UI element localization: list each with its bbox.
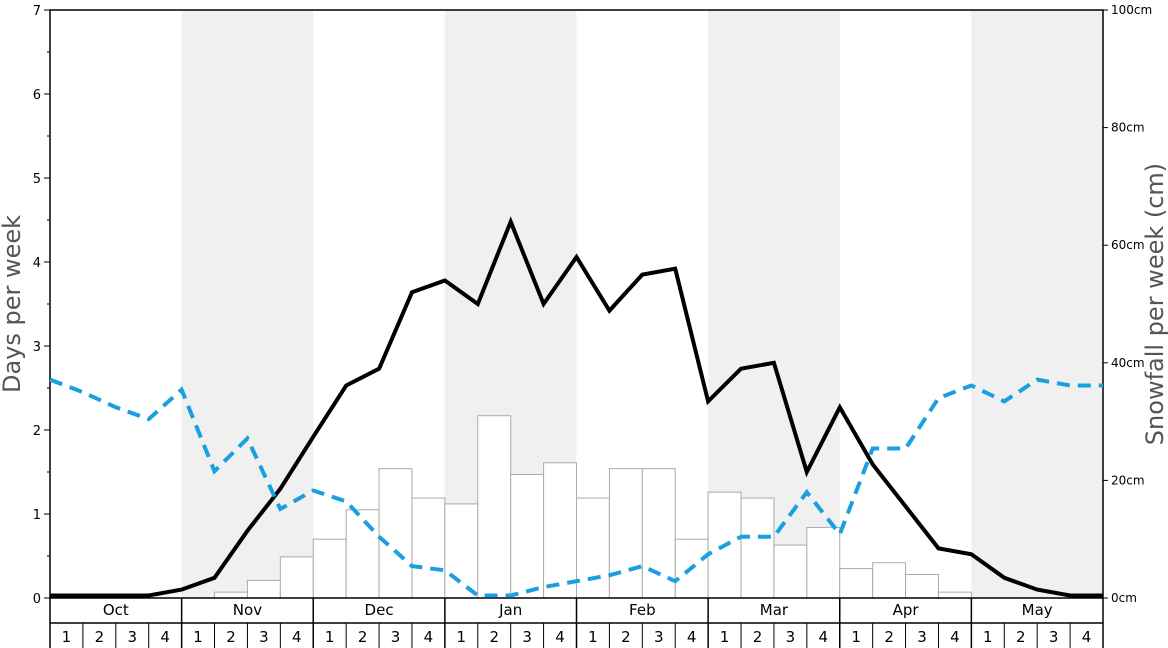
snowfall-bar: [806, 526, 841, 599]
month-label: May: [1022, 601, 1053, 619]
month-label: Mar: [760, 601, 789, 619]
week-label: 3: [127, 628, 137, 646]
month-label: Nov: [233, 601, 262, 619]
month-label: Apr: [893, 601, 920, 619]
series-lines: [49, 216, 1103, 598]
week-label: 1: [720, 628, 730, 646]
week-label: 3: [654, 628, 664, 646]
snowfall-bar: [214, 591, 248, 599]
week-label: 3: [917, 628, 927, 646]
week-label: 1: [193, 628, 203, 646]
week-label: 2: [884, 628, 894, 646]
week-label: 2: [1016, 628, 1026, 646]
week-label: 3: [259, 628, 269, 646]
left-tick-label: 6: [33, 88, 41, 103]
week-label: 1: [983, 628, 993, 646]
right-tick-label: 0cm: [1111, 591, 1137, 605]
snowfall-bar: [378, 468, 413, 599]
week-label: 1: [457, 628, 467, 646]
week-label: 3: [522, 628, 532, 646]
snowfall-bar: [872, 562, 907, 599]
right-axis-title: Snowfall per week (cm): [1141, 163, 1168, 445]
snowfall-bar: [312, 538, 347, 599]
month-label: Oct: [103, 601, 129, 619]
right-tick-label: 100cm: [1111, 3, 1152, 17]
left-tick-label: 2: [33, 424, 41, 439]
snowfall-bar: [937, 591, 972, 599]
snowfall-bars: [214, 415, 972, 599]
left-tick-label: 4: [33, 256, 41, 271]
week-label: 2: [95, 628, 105, 646]
snowfall-bar: [345, 509, 380, 599]
week-label: 3: [786, 628, 796, 646]
week-label: 2: [489, 628, 499, 646]
week-axis: 1 2 3 4 1 2 3 4 1 2 3 4 1 2 3 4 1 2 3 4 1 2 3 4 1 2 3 4 1 2 3 4: [62, 623, 1092, 648]
right-axis: 0cm 20cm 40cm 60cm 80cm 100cm: [1103, 3, 1152, 605]
snowfall-bar: [510, 474, 545, 599]
snowfall-bar: [839, 568, 874, 599]
left-tick-label: 7: [33, 4, 41, 19]
week-label: 2: [621, 628, 631, 646]
week-label: 2: [226, 628, 236, 646]
left-tick-label: 5: [33, 172, 41, 187]
snowfall-bar: [608, 468, 643, 599]
month-label: Dec: [365, 601, 394, 619]
month-label: Feb: [629, 601, 656, 619]
week-label: 4: [160, 628, 170, 646]
right-tick-label: 60cm: [1111, 238, 1145, 252]
week-label: 4: [819, 628, 829, 646]
left-axis-title: Days per week: [0, 215, 26, 393]
week-label: 4: [292, 628, 302, 646]
week-label: 1: [325, 628, 335, 646]
series-line-dashed: [49, 377, 1103, 598]
right-tick-label: 40cm: [1111, 356, 1145, 370]
snowfall-bar: [773, 544, 808, 599]
right-tick-label: 20cm: [1111, 473, 1145, 487]
week-label: 4: [424, 628, 434, 646]
left-tick-label: 3: [33, 340, 41, 355]
snowfall-bar: [576, 497, 610, 599]
month-shade-nov: [181, 10, 314, 598]
left-axis: 0 1 2 3 4 5 6 7: [33, 4, 50, 607]
left-tick-label: 0: [33, 592, 41, 607]
week-label: 1: [588, 628, 598, 646]
week-label: 3: [391, 628, 401, 646]
snowfall-bar: [444, 503, 479, 599]
right-tick-label: 80cm: [1111, 121, 1145, 135]
month-axis: Oct Nov Dec Jan Feb Mar Apr May: [49, 598, 1104, 648]
month-shading: [181, 10, 1103, 598]
week-label: 4: [555, 628, 565, 646]
week-label: 4: [950, 628, 960, 646]
snowfall-bar: [246, 579, 281, 599]
snowfall-bar: [905, 573, 939, 599]
week-label: 4: [687, 628, 697, 646]
snowfall-bar: [477, 415, 512, 599]
week-label: 2: [753, 628, 763, 646]
week-label: 3: [1049, 628, 1059, 646]
week-label: 1: [62, 628, 72, 646]
week-label: 1: [851, 628, 861, 646]
snowfall-bar: [740, 497, 775, 599]
week-label: 2: [358, 628, 368, 646]
snowfall-bar: [641, 468, 676, 599]
left-tick-label: 1: [33, 508, 41, 523]
snowfall-bar: [543, 462, 577, 599]
week-label: 4: [1082, 628, 1092, 646]
month-label: Jan: [498, 601, 522, 619]
snowfall-bar: [411, 497, 446, 599]
month-shade-may: [971, 10, 1103, 598]
snowfall-bar: [279, 556, 314, 599]
series-line-solid: [50, 216, 1103, 598]
